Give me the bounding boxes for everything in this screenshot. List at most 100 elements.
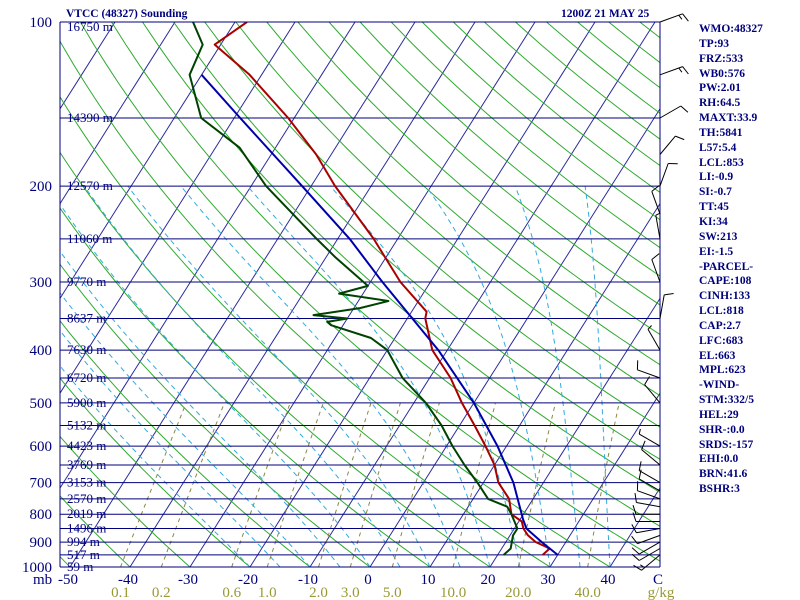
barb-flag <box>634 493 637 503</box>
barb-flag <box>631 547 640 555</box>
wind-barb <box>633 554 661 571</box>
barb-shaft <box>638 541 661 555</box>
height-label: 4423 m <box>67 438 106 453</box>
pressure-label: 1000 <box>22 560 52 576</box>
barb-shaft <box>659 163 669 187</box>
wind-barb <box>659 13 689 23</box>
moist-adiabat <box>60 292 311 567</box>
moist-adiabat <box>514 185 581 567</box>
barb-flag <box>631 535 638 544</box>
barb-flag <box>631 553 640 561</box>
height-label: 7630 m <box>67 342 106 357</box>
index-item: EI:-1.5 <box>699 245 734 258</box>
barb-shaft <box>659 13 683 23</box>
wind-barb <box>632 505 660 515</box>
barb-shaft <box>659 105 682 119</box>
barb-flag <box>651 185 660 192</box>
index-item: WB0:576 <box>699 67 745 80</box>
mixing-ratio-tick-label: 0.1 <box>111 585 130 600</box>
height-label: 3153 m <box>67 475 106 490</box>
height-label: 59 m <box>67 559 93 574</box>
isotherm <box>309 22 656 567</box>
wind-barb <box>636 481 661 500</box>
barb-shaft <box>638 433 661 447</box>
barb-shaft <box>638 548 661 561</box>
height-label: 994 m <box>67 534 100 549</box>
mixing-ratio-tick-label: 10.0 <box>440 585 466 600</box>
temperature-tick-label: -20 <box>238 572 258 588</box>
index-item: TT:45 <box>699 201 729 214</box>
index-item: TP:93 <box>699 37 730 50</box>
dry-adiabat <box>60 263 371 567</box>
index-item: LCL:818 <box>699 305 744 318</box>
height-label: 8637 m <box>67 311 106 326</box>
barb-flag <box>633 564 642 571</box>
index-item: STM:332/5 <box>699 394 754 407</box>
index-item: CAPE:108 <box>699 275 752 288</box>
index-item: PW:2.01 <box>699 82 741 95</box>
isotherm <box>69 22 416 567</box>
height-label: 5132 m <box>67 418 106 433</box>
pressure-label: 900 <box>30 535 53 551</box>
mixing-ratio-line <box>517 402 556 567</box>
index-item: KI:34 <box>699 215 728 228</box>
barb-half-flag <box>647 325 652 330</box>
isotherm <box>369 107 660 567</box>
wind-barb <box>638 461 661 484</box>
height-label: 2570 m <box>67 491 106 506</box>
mixing-ratio-tick-label: 1.0 <box>258 585 277 600</box>
height-label: 517 m <box>67 547 100 562</box>
valid-time: 1200Z 21 MAY 25 <box>561 8 650 20</box>
index-item: BSHR:3 <box>699 483 740 496</box>
wind-barb <box>634 493 661 508</box>
barb-shaft <box>637 369 661 379</box>
barb-shaft <box>655 215 661 239</box>
index-item: TH:5841 <box>699 126 743 139</box>
index-item: L57:5.4 <box>699 141 737 154</box>
wind-barb <box>659 66 689 76</box>
moist-adiabat <box>83 185 401 567</box>
isotherm <box>249 22 596 567</box>
moist-adiabat <box>247 185 491 567</box>
barb-flag <box>632 505 637 515</box>
moist-adiabat <box>180 185 461 567</box>
barb-shaft <box>651 191 661 215</box>
pressure-label: 400 <box>30 343 53 359</box>
barb-flag <box>675 135 685 141</box>
temperature-tick-label: -10 <box>298 572 318 588</box>
index-item: EHI:0.0 <box>699 453 739 466</box>
mixing-ratio-tick-label: 40.0 <box>575 585 601 600</box>
temperature-profile <box>213 22 551 556</box>
index-item: BRN:41.6 <box>699 468 748 481</box>
isotherm <box>60 22 356 489</box>
barb-shaft <box>644 384 661 404</box>
mixing-ratio-tick-label: g/kg <box>648 585 675 600</box>
barb-shaft <box>641 449 661 466</box>
background-grid <box>60 22 660 567</box>
mixing-ratio-line <box>452 402 496 567</box>
mixing-ratio-tick-label: 20.0 <box>505 585 531 600</box>
pressure-label: 500 <box>30 396 53 412</box>
barb-shaft <box>651 259 661 283</box>
pressure-label: 800 <box>30 507 53 523</box>
barb-shaft <box>659 66 683 76</box>
index-item: RH:64.5 <box>699 97 741 110</box>
mixing-ratio-tick-label: 5.0 <box>383 585 402 600</box>
moist-adiabat <box>127 185 431 567</box>
barb-shaft <box>659 294 665 319</box>
isotherm <box>189 22 536 567</box>
dewpoint-profile <box>188 22 519 556</box>
temperature-tick-label: 20 <box>481 572 496 588</box>
dry-adiabat <box>60 495 131 567</box>
barb-flag <box>641 440 646 450</box>
pressure-label: 200 <box>30 179 53 195</box>
index-item: MAXT:33.9 <box>699 112 758 125</box>
moist-adiabat <box>60 365 251 567</box>
barb-shaft <box>637 534 661 545</box>
barb-shaft <box>636 528 661 534</box>
pressure-label: 700 <box>30 476 53 492</box>
barb-half-flag <box>678 67 683 73</box>
wind-barb <box>644 376 661 404</box>
